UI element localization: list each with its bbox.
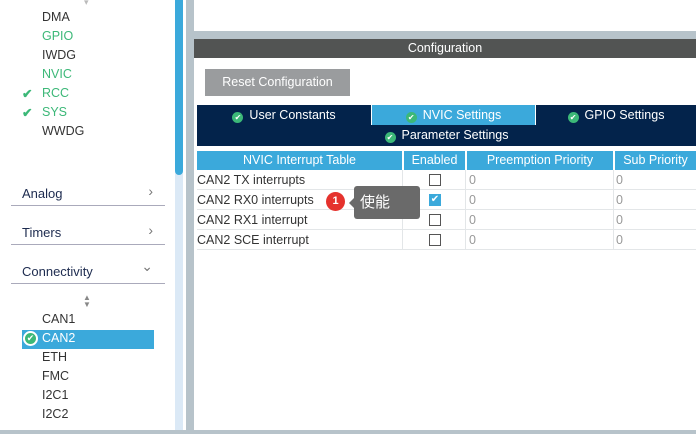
table-row[interactable]: CAN2 TX interrupts 0 0: [197, 170, 696, 190]
item-label: DMA: [42, 10, 70, 24]
item-label: WWDG: [42, 124, 85, 138]
enabled-checkbox[interactable]: ✔: [429, 194, 441, 206]
sidebar-item-sys[interactable]: ✔ SYS: [22, 105, 68, 120]
sidebar-item-nvic[interactable]: NVIC: [42, 67, 72, 81]
check-circle-icon: ✔: [405, 112, 417, 123]
sub-priority-value[interactable]: 0: [616, 193, 623, 207]
sidebar-item-i2c1[interactable]: I2C1: [42, 388, 68, 402]
sort-arrows-icon[interactable]: ▲ ▼: [83, 293, 91, 309]
item-label: CAN1: [42, 312, 76, 326]
preemption-priority-value[interactable]: 0: [469, 233, 476, 247]
tab-label: NVIC Settings: [422, 108, 502, 122]
panel-splitter[interactable]: [186, 0, 194, 434]
item-label: RCC: [42, 86, 70, 100]
item-label: FMC: [42, 369, 70, 383]
item-label: GPIO: [42, 29, 74, 43]
item-label: I2C2: [42, 407, 69, 421]
check-circle-icon: ✔: [384, 132, 396, 143]
chevron-down-icon: ⌄: [141, 258, 153, 274]
column-header-sub-priority[interactable]: Sub Priority: [615, 151, 696, 170]
category-label: Analog: [22, 186, 63, 201]
sub-priority-value[interactable]: 0: [616, 233, 623, 247]
scroll-up-arrow-icon[interactable]: ▾: [84, 0, 89, 7]
enabled-checkbox[interactable]: [429, 234, 441, 246]
item-label: I2C1: [42, 388, 69, 402]
enabled-checkbox[interactable]: [429, 174, 441, 186]
interrupt-name: CAN2 RX1 interrupt: [197, 213, 308, 227]
section-divider: [194, 31, 696, 39]
reset-configuration-button[interactable]: Reset Configuration: [205, 69, 350, 96]
step-badge: 1: [326, 192, 345, 211]
chevron-right-icon: ›: [148, 222, 153, 238]
tab-user-constants[interactable]: ✔ User Constants: [197, 105, 372, 125]
category-timers[interactable]: Timers ›: [11, 219, 165, 245]
item-label: IWDG: [42, 48, 77, 62]
sub-priority-value[interactable]: 0: [616, 173, 623, 187]
interrupt-name: CAN2 RX0 interrupts: [197, 193, 314, 207]
item-label: ETH: [42, 350, 67, 364]
preemption-priority-value[interactable]: 0: [469, 193, 476, 207]
enabled-checkbox[interactable]: [429, 214, 441, 226]
chevron-right-icon: ›: [148, 183, 153, 199]
sidebar-item-can2[interactable]: ✔ CAN2: [23, 331, 76, 346]
category-label: Connectivity: [22, 264, 93, 279]
category-label: Timers: [22, 225, 62, 240]
tab-nvic-settings[interactable]: ✔ NVIC Settings: [372, 105, 536, 125]
sidebar-item-can1[interactable]: CAN1: [42, 312, 75, 326]
check-circle-icon: ✔: [232, 112, 244, 123]
interrupt-name: CAN2 TX interrupts: [197, 173, 306, 187]
tab-label: GPIO Settings: [584, 108, 665, 122]
annotation-tooltip: 使能: [349, 186, 420, 219]
left-panel: ▾ DMA GPIO IWDG NVIC ✔ RCC ✔ SYS WWDG Anal…: [0, 0, 175, 430]
sidebar-item-eth[interactable]: ETH: [42, 350, 67, 364]
check-circle-icon: ✔: [567, 112, 579, 123]
category-connectivity[interactable]: Connectivity ⌄: [11, 258, 165, 284]
column-header-name[interactable]: NVIC Interrupt Table: [197, 151, 402, 170]
check-icon: ✔: [22, 87, 33, 101]
column-header-preemption[interactable]: Preemption Priority: [467, 151, 613, 170]
table-row[interactable]: CAN2 RX1 interrupt 0 0: [197, 210, 696, 230]
item-label: CAN2: [42, 331, 76, 345]
category-analog[interactable]: Analog ›: [11, 180, 165, 206]
item-label: NVIC: [42, 67, 72, 81]
sidebar-item-dma[interactable]: DMA: [42, 10, 70, 24]
scrollbar-track[interactable]: [175, 0, 183, 430]
table-row[interactable]: CAN2 SCE interrupt 0 0: [197, 230, 696, 250]
sidebar-item-wwdg[interactable]: WWDG: [42, 124, 84, 138]
sidebar-item-fmc[interactable]: FMC: [42, 369, 69, 383]
selected-row-highlight: [22, 330, 154, 349]
bottom-border: [0, 430, 696, 434]
sidebar-item-i2c2[interactable]: I2C2: [42, 407, 68, 421]
check-circle-icon: ✔: [23, 331, 38, 346]
sidebar-item-rcc[interactable]: ✔ RCC: [22, 86, 70, 101]
table-row[interactable]: CAN2 RX0 interrupts ✔ 0 0: [197, 190, 696, 210]
preemption-priority-value[interactable]: 0: [469, 213, 476, 227]
sub-priority-value[interactable]: 0: [616, 213, 623, 227]
item-label: SYS: [42, 105, 68, 119]
check-icon: ✔: [22, 106, 33, 120]
tab-gpio-settings[interactable]: ✔ GPIO Settings: [536, 105, 696, 125]
scrollbar-thumb[interactable]: [175, 0, 183, 175]
tab-label: User Constants: [249, 108, 336, 122]
column-header-enabled[interactable]: Enabled: [404, 151, 465, 170]
sidebar-item-gpio[interactable]: GPIO: [42, 29, 73, 43]
tab-label: Parameter Settings: [401, 128, 509, 142]
interrupt-name: CAN2 SCE interrupt: [197, 233, 309, 247]
configuration-header: Configuration: [194, 39, 696, 58]
preemption-priority-value[interactable]: 0: [469, 173, 476, 187]
sidebar-item-iwdg[interactable]: IWDG: [42, 48, 76, 62]
tab-parameter-settings[interactable]: ✔ Parameter Settings: [197, 125, 696, 146]
